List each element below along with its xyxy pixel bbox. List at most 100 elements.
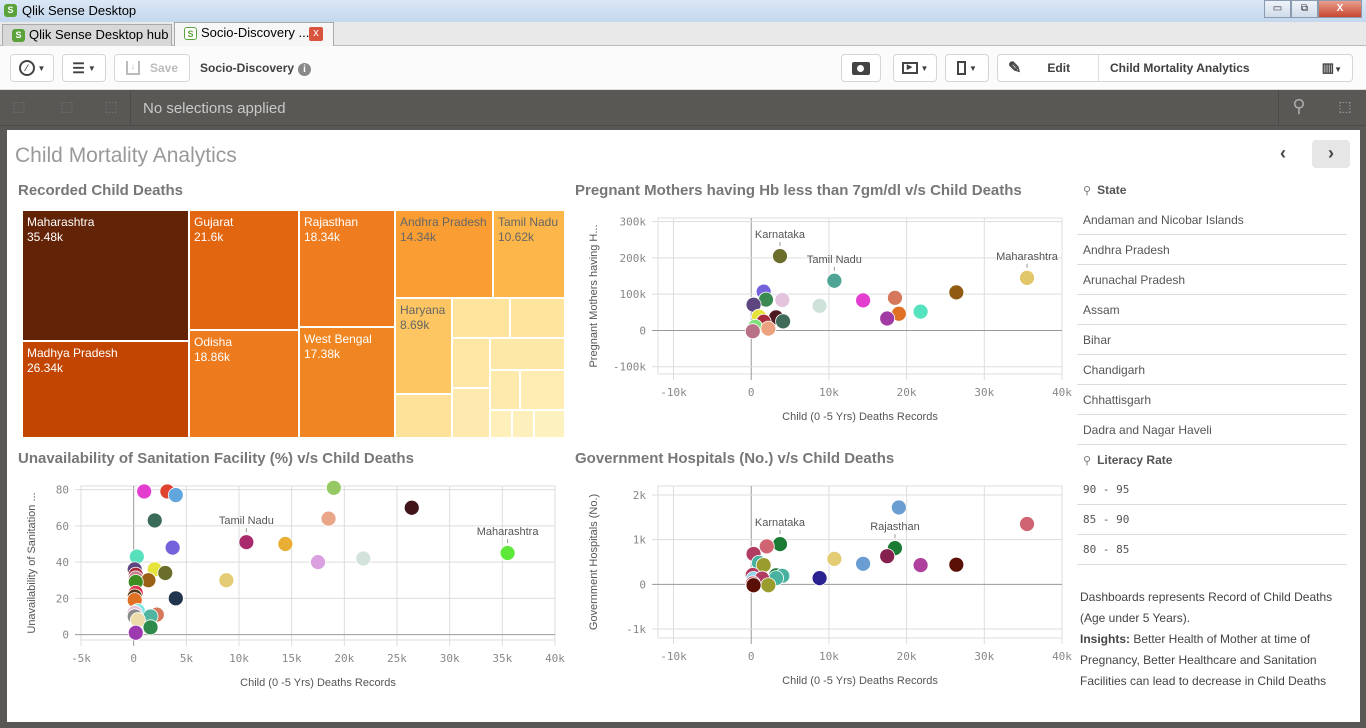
- data-point[interactable]: [167, 487, 184, 503]
- treemap-tile[interactable]: West Bengal 17.38k: [299, 327, 395, 438]
- next-sheet-button[interactable]: ›: [1312, 140, 1350, 168]
- list-item[interactable]: Andhra Pradesh: [1077, 235, 1347, 265]
- data-point[interactable]: [1019, 516, 1035, 532]
- data-point[interactable]: [758, 538, 775, 555]
- treemap-tile[interactable]: [490, 410, 512, 438]
- tab-socio-discovery[interactable]: S Socio-Discovery ... x: [174, 22, 334, 46]
- minimize-button[interactable]: ▭: [1264, 0, 1291, 18]
- list-item[interactable]: Arunachal Pradesh: [1077, 265, 1347, 295]
- data-point[interactable]: [826, 550, 843, 567]
- clear-all-icon[interactable]: ⬚: [104, 98, 118, 114]
- data-point[interactable]: [218, 572, 235, 589]
- data-point[interactable]: [890, 499, 907, 516]
- data-point[interactable]: [912, 557, 929, 574]
- data-point[interactable]: [277, 536, 294, 552]
- data-point[interactable]: [745, 577, 762, 594]
- data-point[interactable]: [826, 272, 843, 289]
- list-item[interactable]: 85 - 90: [1077, 505, 1347, 535]
- list-item[interactable]: 90 - 95: [1077, 475, 1347, 505]
- data-point[interactable]: [1019, 269, 1035, 286]
- bookmark-button[interactable]: ▼: [945, 54, 989, 82]
- data-point[interactable]: [238, 534, 255, 551]
- data-point[interactable]: [167, 590, 184, 607]
- data-point[interactable]: [811, 570, 828, 586]
- data-point[interactable]: [325, 479, 342, 496]
- data-point[interactable]: [310, 554, 326, 570]
- info-icon[interactable]: i: [298, 63, 312, 76]
- treemap-tile[interactable]: Andhra Pradesh 14.34k: [395, 210, 493, 298]
- data-point[interactable]: [887, 289, 903, 306]
- pencil-icon[interactable]: ✎: [1008, 60, 1022, 77]
- list-item[interactable]: Dadra and Nagar Haveli: [1077, 415, 1347, 445]
- data-point[interactable]: [948, 284, 965, 301]
- treemap-tile[interactable]: [534, 410, 565, 438]
- close-tab-icon[interactable]: x: [309, 27, 323, 41]
- data-point[interactable]: [744, 323, 761, 340]
- list-item[interactable]: Assam: [1077, 295, 1347, 325]
- restore-button[interactable]: ⧉: [1291, 0, 1318, 18]
- snapshot-button[interactable]: [841, 54, 881, 82]
- treemap-tile[interactable]: Odisha 18.86k: [189, 330, 299, 438]
- sheets-icon[interactable]: ▥▼: [1321, 60, 1342, 75]
- step-forward-icon[interactable]: ⬚: [60, 98, 74, 114]
- treemap-tile[interactable]: [490, 370, 520, 410]
- sheet-name[interactable]: Child Mortality Analytics: [1110, 61, 1250, 75]
- treemap-tile[interactable]: Gujarat 21.6k: [189, 210, 299, 330]
- close-window-button[interactable]: X: [1318, 0, 1362, 18]
- data-point[interactable]: [499, 545, 516, 561]
- treemap-tile[interactable]: [452, 338, 490, 388]
- treemap-tile[interactable]: [490, 338, 565, 370]
- data-point[interactable]: [775, 313, 791, 330]
- data-point[interactable]: [142, 619, 159, 636]
- treemap-tile[interactable]: [452, 298, 510, 338]
- list-item[interactable]: Andaman and Nicobar Islands: [1077, 205, 1347, 235]
- list-item[interactable]: Chhattisgarh: [1077, 385, 1347, 415]
- selections-tool-icon[interactable]: ⬚: [1338, 98, 1352, 114]
- data-point[interactable]: [127, 624, 144, 641]
- list-item[interactable]: Chandigarh: [1077, 355, 1347, 385]
- list-item[interactable]: Bihar: [1077, 325, 1347, 355]
- treemap-tile[interactable]: [395, 394, 452, 438]
- data-point[interactable]: [879, 310, 896, 327]
- navigation-menu-button[interactable]: ⁄ ▼: [10, 54, 54, 82]
- data-point[interactable]: [811, 297, 828, 314]
- list-item[interactable]: 80 - 85: [1077, 535, 1347, 565]
- treemap-tile[interactable]: Madhya Pradesh 26.34k: [22, 341, 189, 438]
- data-point[interactable]: [320, 510, 337, 527]
- data-point[interactable]: [355, 550, 372, 567]
- data-point[interactable]: [855, 292, 872, 309]
- data-point[interactable]: [136, 483, 153, 500]
- treemap-tile[interactable]: [452, 388, 490, 438]
- treemap-tile[interactable]: Rajasthan 18.34k: [299, 210, 395, 327]
- treemap-tile[interactable]: Maharashtra 35.48k: [22, 210, 189, 341]
- data-point[interactable]: [772, 536, 788, 553]
- data-point[interactable]: [912, 303, 929, 320]
- global-menu-button[interactable]: ☰ ▼: [62, 54, 106, 82]
- treemap-tile[interactable]: Tamil Nadu 10.62k: [493, 210, 565, 298]
- treemap-tile[interactable]: [512, 410, 534, 438]
- data-point[interactable]: [157, 565, 174, 581]
- data-point[interactable]: [948, 556, 965, 573]
- data-point[interactable]: [760, 577, 777, 594]
- state-filter-header[interactable]: ⚲ State: [1077, 175, 1347, 205]
- step-back-icon[interactable]: ⬚: [12, 98, 26, 114]
- save-button[interactable]: ↓ Save: [114, 54, 190, 82]
- treemap-tile[interactable]: [520, 370, 565, 410]
- edit-button[interactable]: Edit: [1047, 61, 1071, 75]
- literacy-list: 90 - 95 85 - 90 80 - 85: [1077, 475, 1347, 565]
- present-button[interactable]: ▶ ▼: [893, 54, 937, 82]
- literacy-filter-header[interactable]: ⚲ Literacy Rate: [1077, 445, 1347, 475]
- search-icon[interactable]: ⚲: [1292, 96, 1306, 116]
- data-point[interactable]: [146, 512, 163, 529]
- treemap-tile[interactable]: Haryana 8.69k: [395, 298, 452, 394]
- treemap-tile[interactable]: [510, 298, 565, 338]
- data-point[interactable]: [760, 320, 777, 337]
- data-point[interactable]: [879, 548, 896, 565]
- data-point[interactable]: [855, 555, 872, 572]
- data-point[interactable]: [772, 248, 788, 264]
- tab-hub[interactable]: S Qlik Sense Desktop hub: [2, 24, 172, 46]
- data-point[interactable]: [774, 292, 791, 308]
- data-point[interactable]: [164, 539, 181, 556]
- previous-sheet-button[interactable]: ‹: [1280, 143, 1286, 163]
- data-point[interactable]: [403, 499, 420, 516]
